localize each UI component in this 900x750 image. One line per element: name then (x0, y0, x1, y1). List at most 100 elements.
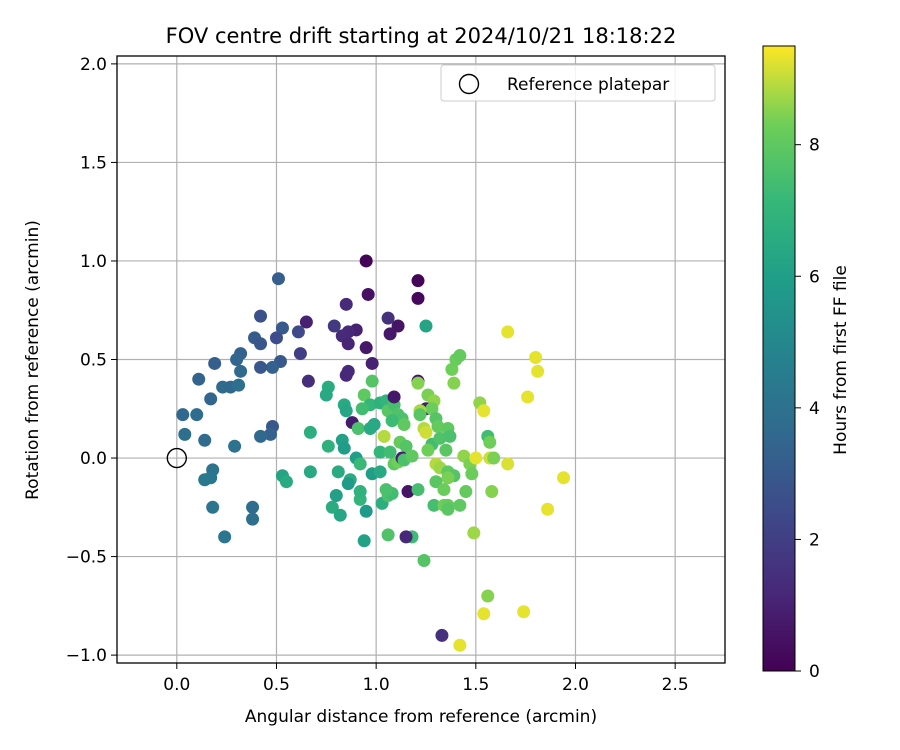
data-point (381, 528, 395, 542)
data-point (176, 408, 190, 422)
colorbar-tick-label: 8 (809, 136, 820, 156)
data-point (269, 331, 283, 345)
data-point (419, 425, 433, 439)
x-tick-label: 0.0 (163, 675, 190, 695)
data-point (459, 485, 473, 499)
data-point (521, 390, 535, 404)
data-point (351, 421, 365, 435)
data-point (254, 337, 268, 351)
data-point (483, 435, 497, 449)
data-point (383, 327, 397, 341)
data-point (333, 508, 347, 522)
data-point (411, 274, 425, 288)
data-point (234, 364, 248, 378)
data-point (447, 376, 461, 390)
data-point (359, 504, 373, 518)
data-point (441, 502, 455, 516)
axis-ticks: 0.0 0.5 1.0 1.5 2.0 2.5 −1.0 −0.5 0.0 0.5 1.0 1.5 2.… (66, 55, 689, 695)
x-tick-label: 1.5 (462, 675, 489, 695)
chart-title: FOV centre drift starting at 2024/10/21 … (166, 24, 677, 48)
data-point (206, 500, 220, 514)
y-tick-label: 0.5 (80, 351, 107, 371)
data-point (453, 638, 467, 652)
data-point (254, 429, 268, 443)
data-point (411, 376, 425, 390)
data-point (413, 408, 427, 422)
data-point (477, 607, 491, 621)
y-tick-label: 0.0 (80, 449, 107, 469)
data-point (254, 309, 268, 323)
data-point (339, 297, 353, 311)
data-point (325, 500, 339, 514)
data-point (469, 451, 483, 465)
data-point (190, 408, 204, 422)
data-point (387, 390, 401, 404)
colorbar-tick-label: 0 (809, 662, 820, 682)
data-point (321, 439, 335, 453)
data-point (429, 475, 443, 489)
data-point (417, 554, 431, 568)
data-point (357, 534, 371, 548)
colorbar-tick-label: 6 (809, 267, 820, 287)
data-points (176, 254, 571, 652)
y-tick-label: −0.5 (66, 548, 107, 568)
data-point (501, 457, 515, 471)
data-point (319, 388, 333, 402)
data-point (453, 498, 467, 512)
data-point (291, 325, 305, 339)
data-point (439, 443, 453, 457)
data-point (355, 402, 369, 416)
legend-box (440, 64, 716, 102)
data-point (467, 526, 481, 540)
data-point (443, 429, 457, 443)
x-tick-label: 2.0 (562, 675, 589, 695)
y-tick-label: 1.0 (80, 252, 107, 272)
data-point (353, 485, 367, 499)
data-point (399, 530, 413, 544)
data-point (208, 356, 222, 370)
data-point (246, 512, 260, 526)
colorbar: 0 2 4 6 8 Hours from first FF file (762, 45, 851, 682)
data-point (293, 347, 307, 361)
data-point (246, 500, 260, 514)
x-tick-label: 0.5 (263, 675, 290, 695)
data-point (198, 473, 212, 487)
data-point (531, 364, 545, 378)
data-point (339, 404, 353, 418)
data-point (399, 439, 413, 453)
data-point (271, 272, 285, 286)
data-point (379, 483, 393, 497)
y-axis-label: Rotation from reference (arcmin) (23, 220, 43, 500)
data-point (303, 465, 317, 479)
data-point (465, 467, 479, 481)
data-point (254, 360, 268, 374)
data-point (359, 341, 373, 355)
data-point (385, 414, 399, 428)
legend: Reference platepar (440, 64, 716, 102)
reference-platepar-marker (166, 447, 188, 469)
data-point (477, 404, 491, 418)
data-point (341, 337, 355, 351)
x-tick-label: 1.0 (363, 675, 390, 695)
data-point (337, 441, 351, 455)
data-point (425, 402, 439, 416)
legend-marker-icon (458, 73, 480, 95)
x-tick-label: 2.5 (662, 675, 689, 695)
data-point (405, 449, 419, 463)
colorbar-gradient (762, 45, 796, 672)
data-point (487, 451, 501, 465)
data-point (303, 425, 317, 439)
data-point (517, 605, 531, 619)
data-point (361, 287, 375, 301)
data-point (365, 374, 379, 388)
grid (117, 56, 725, 663)
data-point (275, 321, 289, 335)
data-point (435, 628, 449, 642)
data-point (381, 311, 395, 325)
data-point (501, 325, 515, 339)
data-point (279, 475, 293, 489)
data-point (481, 589, 495, 603)
data-point (329, 488, 343, 502)
legend-entry-reference: Reference platepar (507, 75, 669, 95)
